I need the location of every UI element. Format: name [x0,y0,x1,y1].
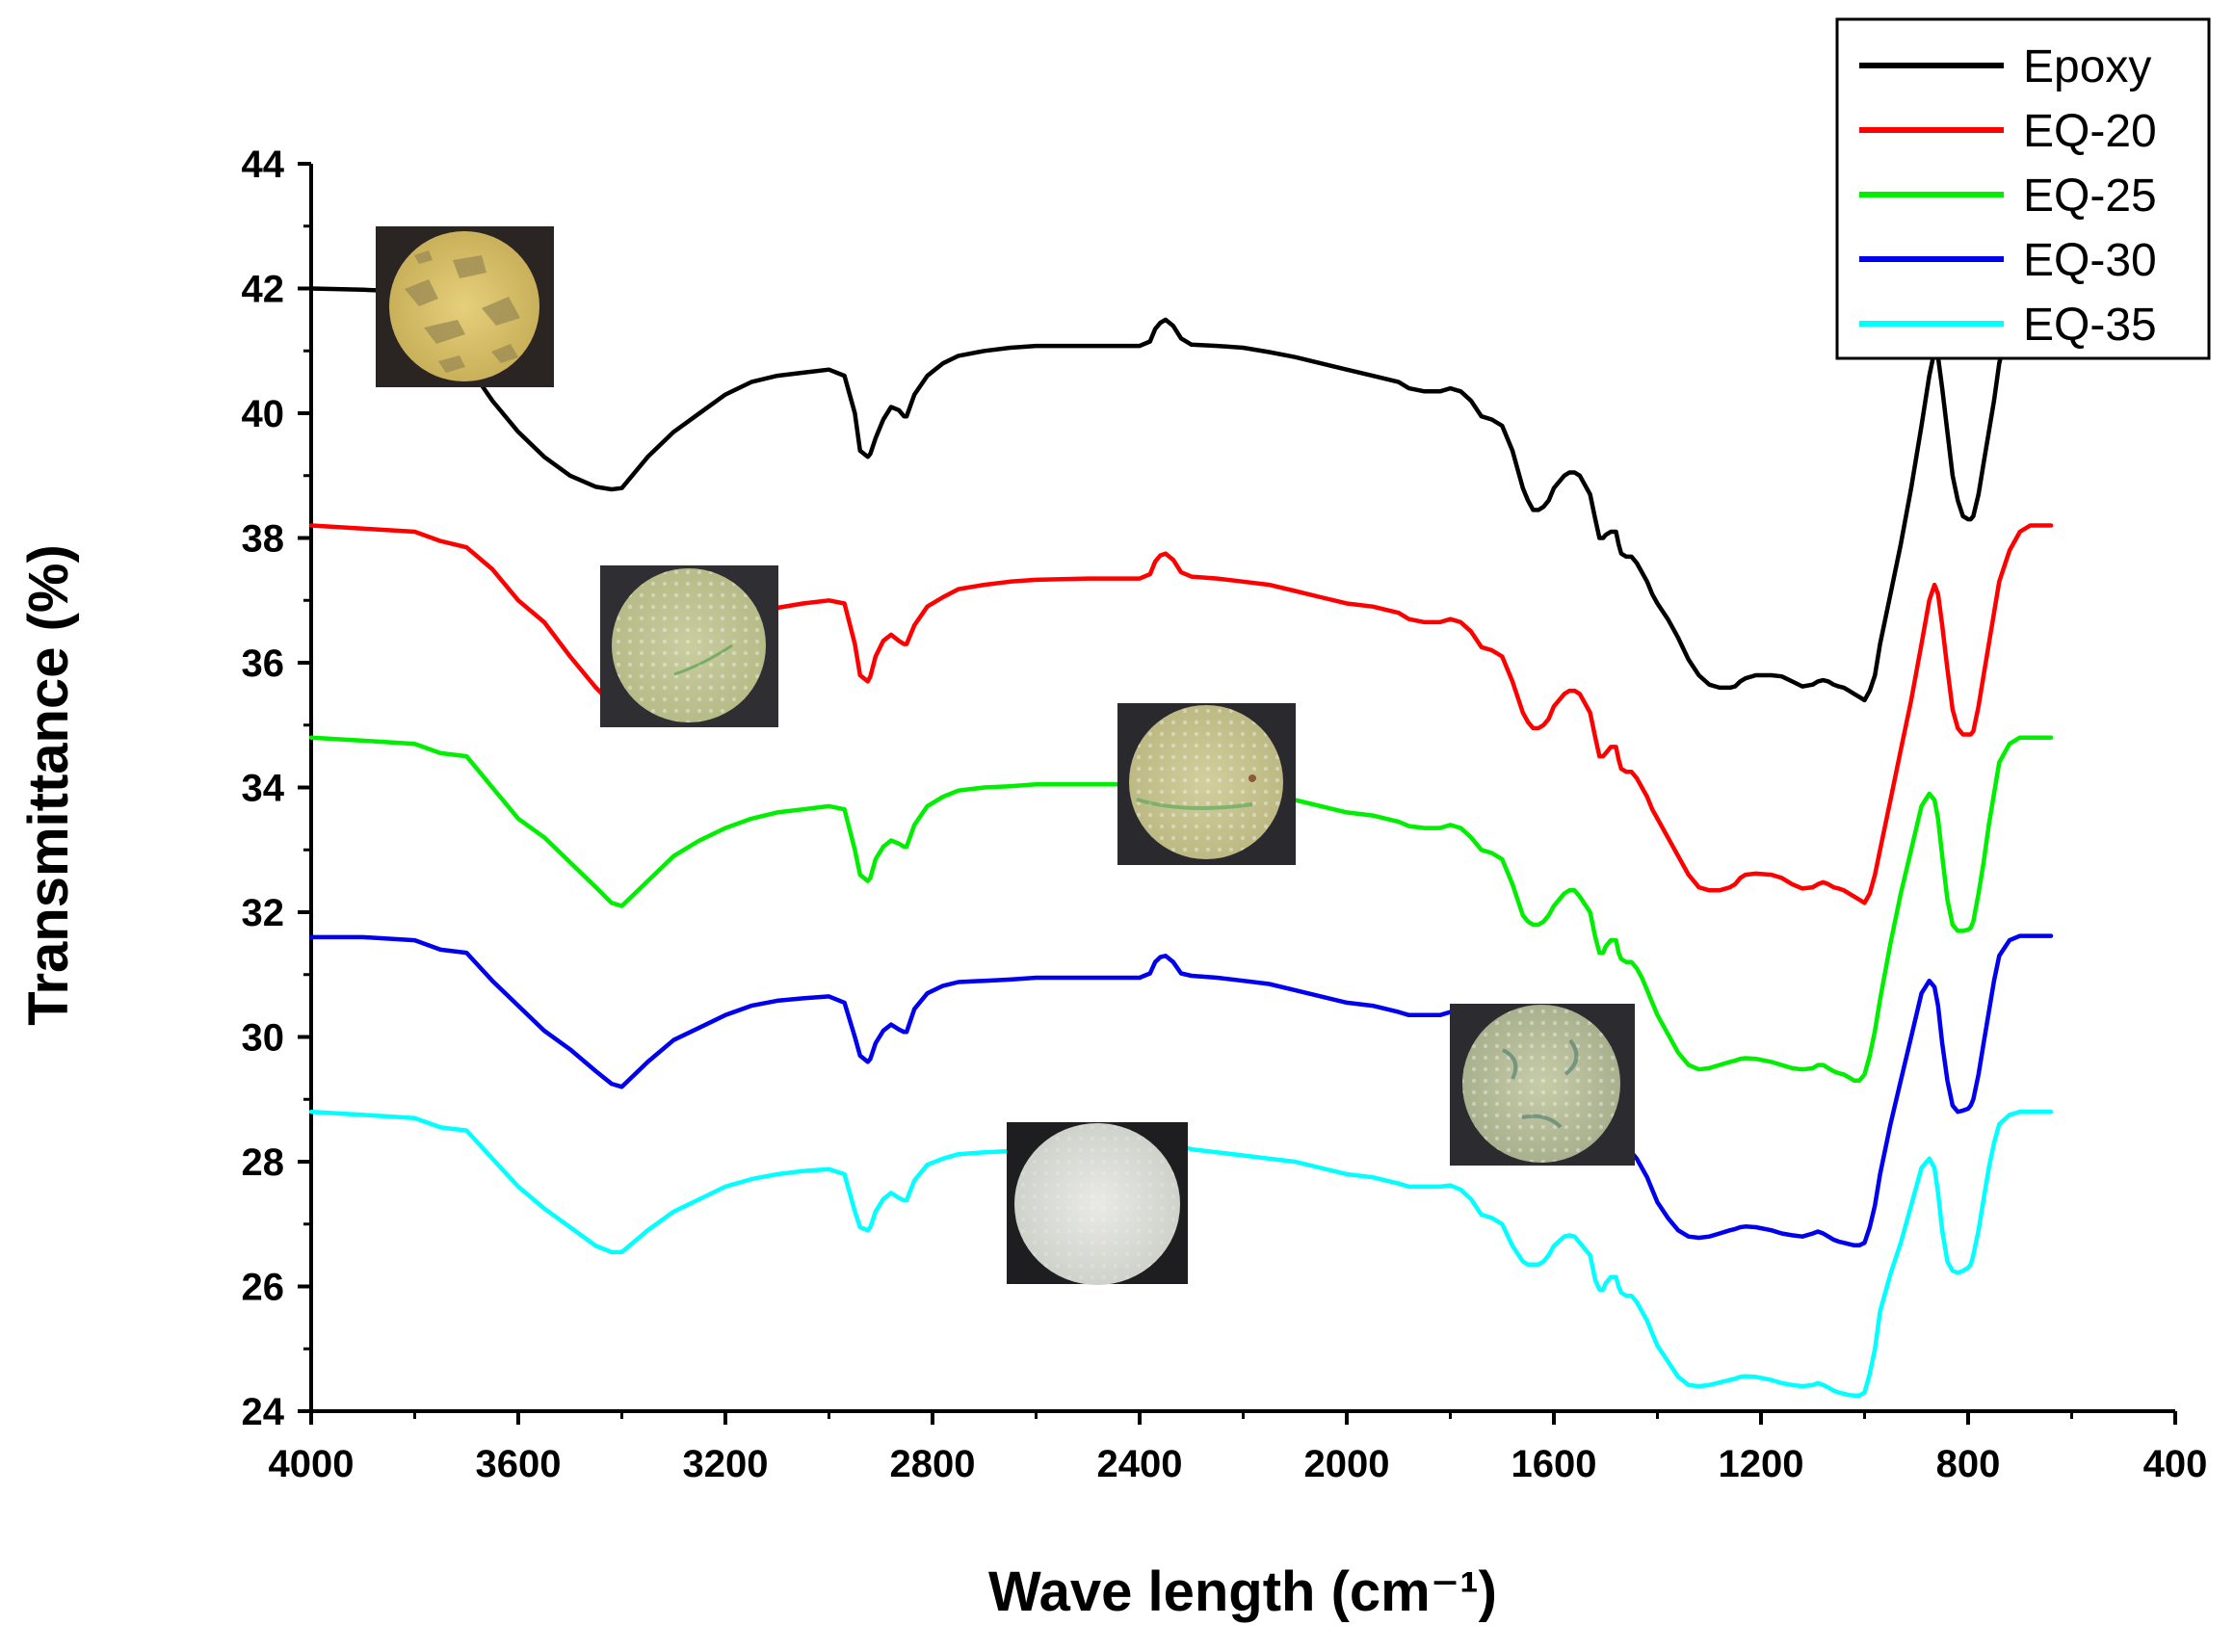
series-line-eq-25 [308,735,2054,1084]
sample-photo-eq-30 [1450,1004,1635,1166]
y-tick-label: 38 [242,518,285,561]
sample-photo-eq-35 [1007,1122,1188,1285]
legend-box [1835,17,2211,360]
x-tick-label: 3600 [476,1443,562,1485]
series-line-epoxy [308,261,2054,703]
y-tick-label: 34 [242,768,285,810]
y-ticks: 24 26 28 30 32 34 36 38 40 42 44 [242,144,311,1433]
legend-label: EQ-25 [2023,170,2157,222]
y-tick-label: 44 [242,144,285,186]
y-tick-label: 30 [242,1017,285,1060]
legend-label: Epoxy [2023,41,2151,92]
y-tick-label: 28 [242,1141,285,1184]
y-tick-label: 40 [242,393,285,435]
x-tick-label: 2400 [1097,1443,1183,1485]
y-tick-label: 42 [242,269,285,311]
legend: Epoxy EQ-20 EQ-25 EQ-30 EQ-35 [1835,17,2211,360]
y-axis-title: Transmittance (%) [17,544,80,1026]
x-tick-label: 1200 [1719,1443,1804,1485]
series-line-eq-35 [308,1109,2054,1399]
y-tick-label: 26 [242,1267,285,1309]
sample-photo-epoxy [376,226,554,387]
x-ticks: 4000 3600 3200 2800 2400 2000 1600 1200 800 400 [269,1411,2208,1485]
legend-label: EQ-20 [2023,106,2157,157]
x-tick-label: 1600 [1511,1443,1597,1485]
x-tick-label: 800 [1936,1443,2001,1485]
x-tick-label: 4000 [269,1443,355,1485]
x-tick-label: 2800 [890,1443,976,1485]
x-tick-label: 3200 [683,1443,769,1485]
y-tick-label: 24 [242,1391,285,1433]
x-tick-label: 2000 [1304,1443,1390,1485]
x-tick-label: 400 [2143,1443,2208,1485]
y-tick-label: 36 [242,642,285,685]
sample-photo-eq-20 [600,565,778,727]
x-axis-title: Wave length (cm⁻¹) [988,1560,1497,1623]
y-tick-label: 32 [242,892,285,934]
sample-photo-eq-25 [1117,703,1296,865]
legend-label: EQ-30 [2023,235,2157,286]
legend-label: EQ-35 [2023,300,2157,351]
series-line-eq-20 [308,523,2054,905]
